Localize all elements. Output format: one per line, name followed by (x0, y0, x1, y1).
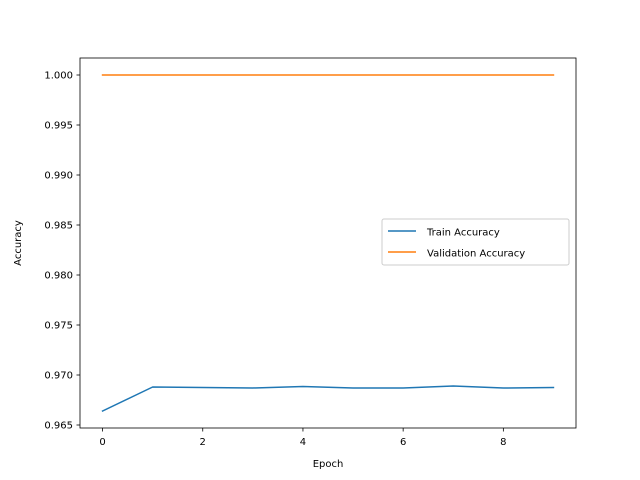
series-line-0 (101, 385, 555, 413)
y-tick-label: 0.985 (44, 221, 73, 232)
x-tick-label: 8 (500, 437, 506, 448)
x-tick-label: 0 (99, 437, 105, 448)
legend: Train Accuracy Validation Accuracy (381, 218, 570, 266)
legend-label-train: Train Accuracy (426, 228, 500, 239)
series-layer (101, 74, 555, 413)
x-tick-label: 6 (400, 437, 406, 448)
y-tick-label: 0.975 (44, 321, 73, 332)
y-tick-label: 0.980 (44, 271, 73, 282)
x-axis-title: Epoch (313, 459, 344, 470)
y-axis-title: Accuracy (13, 220, 24, 266)
x-axis-ticks: 0 2 4 6 8 (99, 428, 507, 448)
y-tick-label: 0.995 (44, 121, 73, 132)
x-tick-label: 4 (300, 437, 306, 448)
y-tick-label: 0.990 (44, 171, 73, 182)
y-axis-ticks: 0.965 0.970 0.975 0.980 0.985 0.990 0.995 1.000 (44, 71, 80, 432)
y-tick-label: 1.000 (44, 71, 73, 82)
x-tick-label: 2 (200, 437, 206, 448)
legend-box (381, 218, 570, 266)
plot-frame (79, 57, 577, 429)
legend-label-validation: Validation Accuracy (427, 249, 525, 260)
y-tick-label: 0.965 (44, 421, 73, 432)
y-tick-label: 0.970 (44, 371, 73, 382)
